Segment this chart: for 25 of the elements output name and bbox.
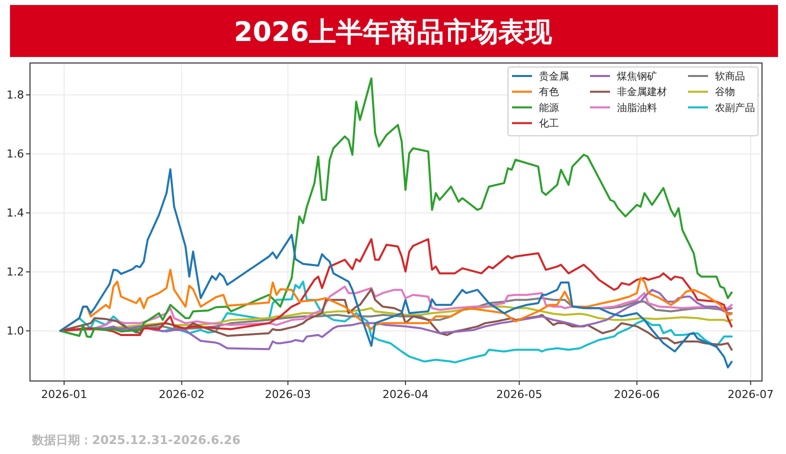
text: 数据日期：2025.12.31-2026.6.26 bbox=[31, 433, 240, 447]
legend-label: 煤焦钢矿 bbox=[617, 70, 657, 82]
x-tick-label: 2026-06 bbox=[614, 388, 660, 401]
chart-title: 2026上半年商品市场表现 bbox=[234, 17, 554, 48]
x-tick-label: 2026-07 bbox=[728, 388, 774, 401]
line-series bbox=[59, 168, 733, 368]
legend-label: 非金属建材 bbox=[617, 86, 667, 98]
x-tick-label: 2026-04 bbox=[382, 388, 428, 401]
y-tick-label: 1.2 bbox=[6, 266, 24, 279]
legend-label: 有色 bbox=[539, 86, 559, 98]
y-tick-label: 1.8 bbox=[6, 88, 24, 102]
legend-label: 贵金属 bbox=[539, 70, 569, 82]
y-tick-label: 1.6 bbox=[6, 148, 24, 161]
x-tick-label: 2026-05 bbox=[496, 388, 542, 401]
legend-label: 油脂油料 bbox=[617, 102, 657, 114]
y-tick-label: 1.4 bbox=[6, 206, 24, 220]
legend-label: 能源 bbox=[539, 102, 559, 114]
legend-label: 谷物 bbox=[715, 86, 735, 98]
legend-label: 软商品 bbox=[715, 70, 745, 82]
y-tick-label: 1.0 bbox=[6, 324, 24, 338]
x-tick-label: 2026-02 bbox=[158, 388, 205, 401]
x-tick-label: 2026-03 bbox=[264, 388, 311, 401]
legend-label: 化工 bbox=[539, 118, 559, 130]
x-tick-label: 2026-01 bbox=[41, 388, 88, 401]
legend-label: 农副产品 bbox=[715, 102, 755, 114]
